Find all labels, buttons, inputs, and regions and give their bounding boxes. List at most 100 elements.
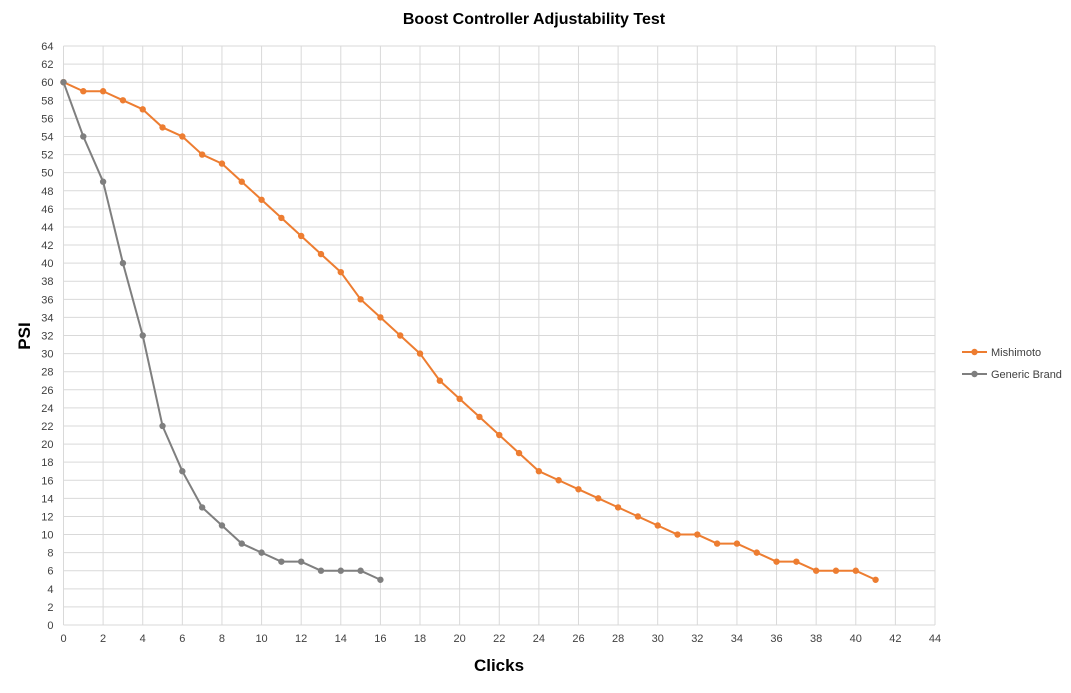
data-point-generic-brand xyxy=(60,78,67,86)
data-point-generic-brand xyxy=(179,468,186,475)
data-point-mishimoto xyxy=(397,332,404,339)
data-point-generic-brand xyxy=(377,576,384,583)
y-tick-label: 46 xyxy=(41,204,53,216)
y-tick-label: 16 xyxy=(41,475,53,487)
series-mishimoto xyxy=(60,78,879,583)
data-point-generic-brand xyxy=(159,422,166,430)
series-generic-brand xyxy=(60,78,384,583)
x-tick-label: 12 xyxy=(295,633,307,645)
data-point-mishimoto xyxy=(694,531,701,538)
y-tick-label: 6 xyxy=(47,566,53,578)
legend-item-mishimoto: Mishimoto xyxy=(962,347,1041,359)
data-point-mishimoto xyxy=(713,540,721,547)
data-point-mishimoto xyxy=(476,413,483,421)
y-tick-label: 34 xyxy=(41,312,53,324)
data-point-mishimoto xyxy=(733,540,741,547)
data-point-mishimoto xyxy=(238,178,245,185)
y-tick-label: 40 xyxy=(41,258,53,270)
data-point-mishimoto xyxy=(416,350,424,357)
data-point-mishimoto xyxy=(377,314,384,321)
legend-label-generic-brand: Generic Brand xyxy=(991,369,1062,381)
data-point-generic-brand xyxy=(357,567,364,574)
legend-marker-generic-brand xyxy=(971,370,978,378)
y-tick-label: 44 xyxy=(41,222,53,234)
data-point-mishimoto xyxy=(793,558,800,565)
legend-marker-mishimoto xyxy=(971,348,978,356)
data-point-mishimoto xyxy=(773,558,780,565)
y-tick-label: 36 xyxy=(41,294,53,306)
x-tick-label: 28 xyxy=(612,633,624,645)
y-tick-label: 54 xyxy=(41,131,53,143)
x-tick-label: 24 xyxy=(533,633,545,645)
y-tick-label: 60 xyxy=(41,77,53,89)
data-point-mishimoto xyxy=(832,567,840,574)
data-point-mishimoto xyxy=(119,97,127,104)
y-tick-label: 56 xyxy=(41,113,53,125)
data-point-mishimoto xyxy=(595,495,602,502)
data-point-mishimoto xyxy=(852,567,859,574)
data-point-mishimoto xyxy=(456,395,463,403)
y-tick-label: 26 xyxy=(41,385,53,397)
x-axis-ticks: 0 2 4 6 8 10 12 14 16 18 20 22 24 26 28 30 32 34 36 38 40 42 4… xyxy=(60,633,941,645)
data-point-mishimoto xyxy=(496,431,503,439)
x-tick-label: 16 xyxy=(374,633,386,645)
series-line-mishimoto xyxy=(63,81,876,581)
legend: Mishimoto Generic Brand xyxy=(962,347,1062,381)
data-point-generic-brand xyxy=(198,504,206,511)
data-point-mishimoto xyxy=(535,468,543,475)
data-point-generic-brand xyxy=(317,567,325,574)
legend-item-generic-brand: Generic Brand xyxy=(962,369,1062,381)
y-tick-label: 4 xyxy=(47,584,53,596)
y-tick-label: 14 xyxy=(41,493,53,505)
x-tick-label: 2 xyxy=(100,633,106,645)
data-point-mishimoto xyxy=(218,160,226,167)
chart-title: Boost Controller Adjustability Test xyxy=(403,11,666,28)
data-point-mishimoto xyxy=(357,296,364,303)
x-tick-label: 34 xyxy=(731,633,743,645)
y-tick-label: 18 xyxy=(41,457,53,469)
y-tick-label: 10 xyxy=(41,530,53,542)
x-tick-label: 26 xyxy=(572,633,584,645)
y-tick-label: 48 xyxy=(41,186,53,198)
y-tick-label: 2 xyxy=(47,602,53,614)
y-tick-label: 62 xyxy=(41,59,53,71)
data-point-generic-brand xyxy=(238,540,245,547)
x-tick-label: 10 xyxy=(255,633,267,645)
y-tick-label: 28 xyxy=(41,367,53,379)
data-point-mishimoto xyxy=(159,124,166,131)
data-point-generic-brand xyxy=(278,558,285,565)
y-tick-label: 32 xyxy=(41,331,53,343)
data-point-mishimoto xyxy=(872,576,879,583)
data-point-mishimoto xyxy=(436,377,444,384)
y-tick-label: 38 xyxy=(41,276,53,288)
x-tick-label: 8 xyxy=(219,633,225,645)
y-axis-title: PSI xyxy=(15,322,34,349)
y-tick-label: 24 xyxy=(41,403,53,415)
x-tick-label: 20 xyxy=(454,633,466,645)
data-point-mishimoto xyxy=(674,531,681,538)
x-axis-title: Clicks xyxy=(474,656,524,675)
y-tick-label: 58 xyxy=(41,95,53,107)
data-point-generic-brand xyxy=(258,549,265,556)
y-axis-ticks: 0246810121416182022242628303234363840424… xyxy=(41,41,53,632)
data-point-mishimoto xyxy=(575,486,582,493)
x-tick-label: 14 xyxy=(335,633,347,645)
data-point-mishimoto xyxy=(515,449,523,457)
series-layer xyxy=(60,78,879,583)
y-tick-label: 20 xyxy=(41,439,53,451)
y-tick-label: 30 xyxy=(41,349,53,361)
data-point-mishimoto xyxy=(198,151,206,158)
data-point-mishimoto xyxy=(753,549,760,556)
x-tick-label: 30 xyxy=(652,633,664,645)
y-tick-label: 50 xyxy=(41,168,53,180)
x-tick-label: 0 xyxy=(60,633,66,645)
data-point-mishimoto xyxy=(179,133,186,140)
y-tick-label: 22 xyxy=(41,421,53,433)
x-tick-label: 4 xyxy=(140,633,146,645)
x-tick-label: 18 xyxy=(414,633,426,645)
data-point-mishimoto xyxy=(337,268,344,276)
data-point-mishimoto xyxy=(555,477,562,484)
data-point-generic-brand xyxy=(337,567,344,574)
data-point-generic-brand xyxy=(218,522,226,529)
